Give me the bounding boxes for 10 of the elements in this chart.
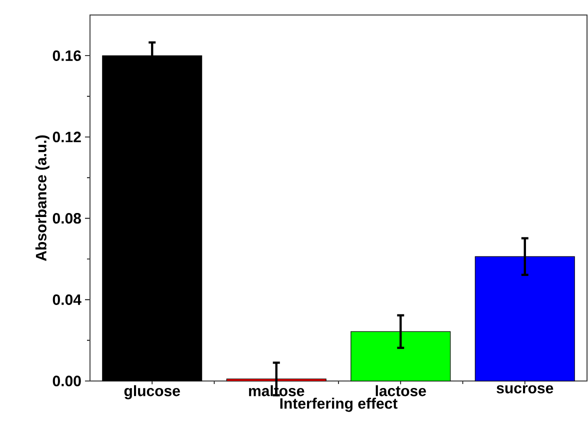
y-tick-label: 0.00 — [52, 376, 81, 386]
x-tick-label: glucose — [124, 385, 180, 400]
x-tick-label: lactose — [376, 385, 426, 396]
y-tick-label: 0.04 — [52, 294, 82, 305]
x-tick-label: sucrose — [496, 385, 554, 394]
y-tick-label: 0.12 — [52, 132, 81, 142]
y-tick-label: 0.08 — [52, 213, 81, 224]
y-tick-label: 0.16 — [52, 50, 81, 61]
y-axis-title: Absorbance (a.u.) — [35, 135, 50, 261]
x-axis-title: Interfering effect — [280, 398, 398, 412]
